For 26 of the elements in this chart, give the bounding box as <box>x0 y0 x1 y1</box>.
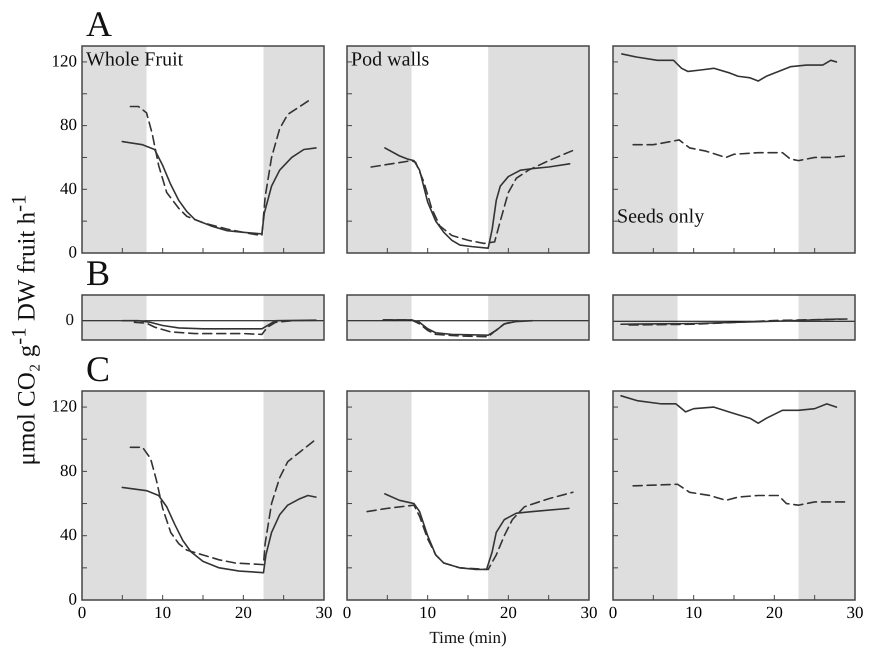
y-tick-label: 0 <box>68 242 77 262</box>
annotation: Pod walls <box>351 48 430 70</box>
annotation: Seeds only <box>617 205 704 228</box>
y-tick-label: 120 <box>52 396 77 416</box>
chart-title: B <box>86 253 110 293</box>
y-tick-label: 80 <box>60 115 77 134</box>
x-tick-label: 30 <box>580 602 598 622</box>
chart-title: A <box>86 4 112 44</box>
x-tick-label: 10 <box>154 602 172 622</box>
x-tick-label: 30 <box>316 602 332 622</box>
x-tick-label: 0 <box>342 602 352 622</box>
y-tick-label: 80 <box>60 460 77 480</box>
x-tick-label: 20 <box>234 602 252 622</box>
y-tick-label: 40 <box>60 178 77 198</box>
x-tick-label: 20 <box>766 602 783 622</box>
annotation: Whole Fruit <box>86 48 184 70</box>
x-tick-label: 10 <box>685 602 702 622</box>
x-tick-label: 20 <box>500 602 517 622</box>
y-tick-label: 120 <box>52 51 77 70</box>
x-tick-label: 10 <box>419 602 436 622</box>
x-axis-title: Time (min) <box>429 628 507 648</box>
chart-title: C <box>86 349 110 389</box>
x-tick-label: 0 <box>608 602 618 622</box>
y-tick-label: 40 <box>60 525 77 544</box>
x-tick-label: 30 <box>846 602 864 622</box>
y-tick-label: 0 <box>68 589 77 608</box>
